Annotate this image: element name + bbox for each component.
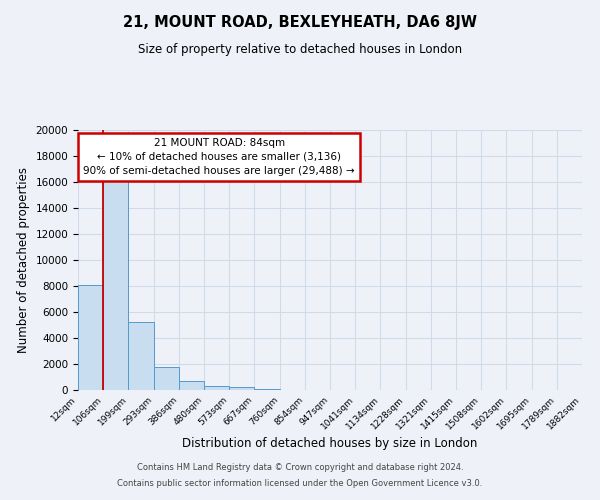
Text: 21, MOUNT ROAD, BEXLEYHEATH, DA6 8JW: 21, MOUNT ROAD, BEXLEYHEATH, DA6 8JW xyxy=(123,15,477,30)
Text: Contains HM Land Registry data © Crown copyright and database right 2024.: Contains HM Land Registry data © Crown c… xyxy=(137,464,463,472)
Text: 21 MOUNT ROAD: 84sqm
← 10% of detached houses are smaller (3,136)
90% of semi-de: 21 MOUNT ROAD: 84sqm ← 10% of detached h… xyxy=(83,138,355,176)
Bar xyxy=(254,388,280,390)
Bar xyxy=(229,387,254,390)
Bar xyxy=(179,381,204,390)
X-axis label: Distribution of detached houses by size in London: Distribution of detached houses by size … xyxy=(182,436,478,450)
Bar xyxy=(204,386,229,390)
Bar xyxy=(103,174,128,390)
Y-axis label: Number of detached properties: Number of detached properties xyxy=(17,167,30,353)
Bar xyxy=(128,322,154,390)
Text: Size of property relative to detached houses in London: Size of property relative to detached ho… xyxy=(138,42,462,56)
Text: Contains public sector information licensed under the Open Government Licence v3: Contains public sector information licen… xyxy=(118,478,482,488)
Bar xyxy=(78,284,103,390)
Bar xyxy=(154,367,179,390)
